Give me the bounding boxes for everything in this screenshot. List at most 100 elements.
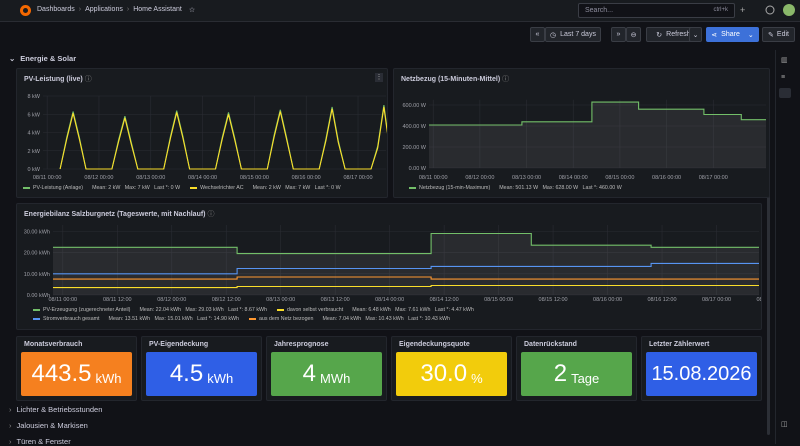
crumb[interactable]: Applications (85, 6, 123, 13)
legend-stats: Mean: 7.04 kWh Max: 10.43 kWh Last *: 10… (322, 316, 450, 322)
stat-value: 443.5 (31, 360, 92, 387)
row-title: Jalousien & Markisen (16, 421, 88, 430)
x-tick-label: 08/12 00:00 (465, 175, 494, 181)
y-tick-label: 10.00 kWh (24, 272, 50, 278)
sidebar-icon[interactable] (779, 88, 791, 98)
legend-name: aus dem Netz bezogen (258, 316, 314, 322)
legend-item[interactable]: davon selbst verbraucht Mean: 6.48 kWh Ma… (276, 307, 474, 313)
legend-swatch (33, 318, 40, 320)
logo[interactable] (19, 4, 32, 17)
legend-stats: Mean: 501.13 W Max: 628.00 W Last *: 460… (499, 185, 622, 191)
breadcrumbs: Dashboards › Applications › Home Assistant… (37, 6, 196, 14)
x-tick-label: 08/17 00:00 (699, 175, 728, 181)
stat-value: 2 (553, 360, 568, 387)
stat-box: 4 MWh (271, 352, 382, 396)
avatar[interactable] (783, 4, 795, 16)
y-tick-label: 0.00 W (409, 166, 427, 172)
legend-item[interactable]: aus dem Netz bezogen Mean: 7.04 kWh Max: … (248, 316, 450, 322)
star[interactable]: ☆ (188, 7, 196, 14)
chart: 0 kW 2 kW 4 kW 6 kW 8 kW 08/11 00:00 08/12 00:… (27, 94, 387, 181)
title-text: Energiebilanz Salzburgnetz (Tageswerte, … (24, 211, 206, 218)
x-tick-label: 08/12 00:00 (84, 175, 113, 181)
legend-name: Wechselrichter AC (200, 185, 244, 191)
series-line (53, 284, 759, 289)
legend-name: Stromverbrauch gesamt (43, 316, 100, 322)
y-tick-label: 200.00 W (402, 145, 426, 151)
y-tick-label: 8 kW (27, 94, 40, 100)
crumb[interactable]: Dashboards (37, 6, 75, 13)
legend-swatch (33, 309, 40, 311)
series-line (59, 106, 387, 170)
time-back[interactable]: « (530, 27, 545, 42)
refresh[interactable]: ↻ Refresh (646, 27, 701, 42)
y-tick-label: 2 kW (27, 149, 40, 155)
share[interactable]: ⋖ Share ⌄ (706, 27, 759, 42)
add-icon[interactable]: + (740, 5, 746, 15)
chart: 0.00 W 200.00 W 400.00 W 600.00 W 08/11 00:0… (402, 99, 766, 181)
legend-swatch (23, 187, 30, 189)
legend-swatch (248, 318, 256, 320)
stat-box: 30.0% (396, 352, 507, 396)
x-tick-label: 08/11 00:00 (33, 175, 62, 181)
stat-unit: kWh (207, 370, 234, 386)
time-picker[interactable]: ◷ Last 7 days (545, 27, 601, 42)
panel-title: Energiebilanz Salzburgnetz (Tageswerte, … (24, 211, 215, 218)
row-title: Lichter & Betriebsstunden (16, 405, 103, 414)
sidebar-icon[interactable]: ≡ (781, 74, 786, 81)
legend: PV-Leistung (Anlage) Mean: 2 kW Max: 7 kW… (23, 185, 373, 191)
stat-box: 15.08.2026 (646, 352, 757, 396)
stat-title-text: Letzter Zählerwert (649, 341, 710, 348)
y-tick-label: 600.00 W (402, 103, 426, 109)
y-tick-label: 0 kW (27, 167, 40, 173)
stat-title-text: Monatsverbrauch (24, 341, 83, 348)
zoom-out[interactable]: ⊖ (626, 27, 641, 42)
x-tick-label: 08/17 12:00 (756, 297, 761, 303)
crumb[interactable]: Home Assistant (133, 6, 182, 13)
x-tick-label: 08/16 12:00 (648, 297, 677, 303)
stat-box: 443.5 kWh (21, 352, 132, 396)
x-tick-label: 08/14 00:00 (188, 175, 217, 181)
panel-title: Netzbezug (15-Minuten-Mittel) ⓘ (401, 76, 510, 83)
panel-title: PV-Leistung (live) ⓘ (24, 76, 92, 83)
stat-title: Datenrückstand (524, 341, 577, 348)
menu[interactable]: ⋮ (375, 73, 383, 82)
sidebar-icon[interactable]: ◫ (781, 421, 788, 428)
row-header[interactable]: ⌄ Energie & Solar (9, 54, 77, 63)
stat-panel: PV-Eigendeckung 4.5 kWh (141, 336, 262, 401)
scrollbar (767, 145, 770, 435)
time-forward[interactable]: » (611, 27, 626, 42)
collapsed-row[interactable]: › Lichter & Betriebsstunden (9, 405, 102, 414)
stat-title-text: Jahresprognose (274, 341, 329, 348)
y-tick-label: 0.00 kWh (27, 293, 50, 299)
stat-box: 4.5 kWh (146, 352, 257, 396)
legend-stats: Mean: 13.51 kWh Max: 15.01 kWh Last *: 1… (108, 316, 239, 322)
sidebar-icon[interactable]: ▥ (781, 57, 788, 64)
search-placeholder: Search... (585, 7, 614, 14)
edit[interactable]: ✎ Edit (762, 27, 795, 42)
stat-title: Monatsverbrauch (24, 341, 82, 348)
y-tick-label: 30.00 kWh (24, 229, 50, 235)
x-tick-label: 08/15 12:00 (539, 297, 568, 303)
legend-item[interactable]: Wechselrichter AC Mean: 2 kW Max: 7 kW La… (190, 185, 341, 191)
legend-item[interactable]: PV-Leistung (Anlage) Mean: 2 kW Max: 7 kW… (23, 185, 180, 191)
refresh-dropdown[interactable]: ⌄ (689, 27, 702, 42)
x-tick-label: 08/16 00:00 (593, 297, 622, 303)
legend-item[interactable]: PV-Erzeugung (zugerechneter Anteil) Mean:… (33, 307, 267, 313)
search[interactable]: Search... ctrl+k (578, 3, 735, 18)
legend-item[interactable]: Netzbezug (15-min-Maximum) Mean: 501.13 W… (409, 185, 622, 191)
x-tick-label: 08/15 00:00 (605, 175, 634, 181)
y-tick-label: 400.00 W (402, 124, 426, 130)
legend-stats: Mean: 2 kW Max: 7 kW Last *: 0 W (252, 185, 341, 191)
stat-title: Jahresprognose (274, 341, 328, 348)
help-icon[interactable] (765, 5, 775, 15)
panel: Energiebilanz Salzburgnetz (Tageswerte, … (16, 203, 762, 330)
collapsed-row[interactable]: › Türen & Fenster (9, 437, 71, 446)
shortcut: ctrl+k (713, 7, 728, 13)
x-tick-label: 08/15 00:00 (484, 297, 513, 303)
legend-name: PV-Erzeugung (zugerechneter Anteil) (43, 307, 131, 313)
collapsed-row[interactable]: › Jalousien & Markisen (9, 421, 88, 430)
legend-stats: Mean: 6.48 kWh Max: 7.61 kWh Last *: 4.4… (352, 307, 474, 313)
legend-item[interactable]: Stromverbrauch gesamt Mean: 13.51 kWh Max… (33, 316, 239, 322)
stat-panel: Letzter Zählerwert 15.08.2026 (641, 336, 762, 401)
